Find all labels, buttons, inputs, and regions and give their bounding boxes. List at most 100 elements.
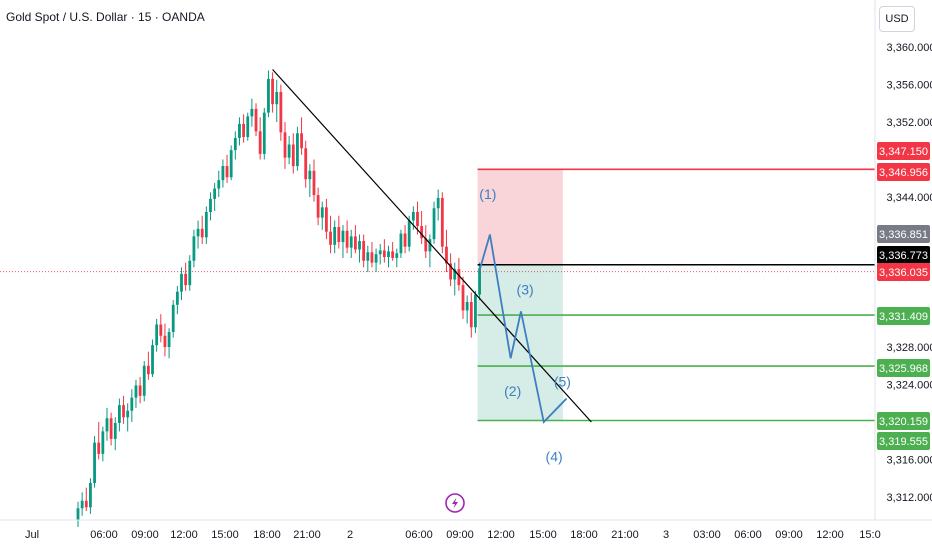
svg-text:3,320.159: 3,320.159: [879, 416, 928, 428]
candle: [217, 170, 221, 197]
candle: [283, 122, 287, 169]
time-tick-label: 03:00: [693, 529, 721, 541]
candle: [225, 154, 229, 183]
price-axis[interactable]: 3,360.000 3,356.000 3,352.000 3,344.000 3,32…: [887, 42, 932, 504]
lightning-icon[interactable]: [445, 493, 465, 513]
candle: [296, 126, 299, 171]
candle: [254, 103, 258, 137]
wave-label: (1): [479, 186, 496, 202]
candle: [262, 107, 266, 160]
candle: [84, 487, 88, 512]
time-axis[interactable]: Jul 06:00 09:00 12:00 15:00 18:00 21:00 2 06:00 0…: [25, 529, 881, 541]
candle: [138, 377, 142, 404]
time-tick-label: 18:00: [570, 529, 598, 541]
candle: [196, 220, 200, 249]
candle: [146, 351, 150, 380]
candle: [122, 395, 125, 424]
candle: [349, 229, 353, 258]
candle: [461, 276, 465, 319]
svg-text:3,336.851: 3,336.851: [879, 229, 928, 241]
candle: [171, 300, 175, 338]
wave-path[interactable]: [478, 234, 568, 424]
time-tick-label: 2: [347, 529, 353, 541]
price-tick-label: 3,360.000: [887, 42, 932, 54]
candle: [387, 245, 390, 268]
candle: [407, 215, 411, 252]
candle: [80, 492, 84, 516]
time-tick-label: 3: [663, 529, 669, 541]
candle: [97, 422, 101, 460]
time-tick-label: 09:00: [446, 529, 474, 541]
candle: [279, 84, 283, 141]
candle: [93, 436, 96, 488]
time-tick-label: 09:00: [131, 529, 159, 541]
svg-text:3,347.150: 3,347.150: [879, 146, 928, 158]
svg-text:3,319.555: 3,319.555: [879, 436, 928, 448]
time-tick-label: 09:00: [775, 529, 803, 541]
price-tag: 3,336.851: [877, 225, 930, 243]
candle: [275, 79, 279, 122]
stop-loss-zone[interactable]: [477, 169, 563, 265]
price-labels: 3,347.150 3,346.956 3,336.851 3,336.773 3,33…: [877, 142, 930, 450]
candle: [130, 389, 134, 422]
candle: [403, 225, 407, 254]
price-tag: 3,320.159: [877, 412, 930, 430]
candle: [126, 403, 130, 432]
candle: [242, 114, 245, 143]
candle: [345, 220, 349, 254]
wave-label: (4): [546, 448, 563, 464]
trend-line[interactable]: [272, 69, 592, 423]
price-tag: 3,331.409: [877, 307, 930, 325]
price-tick-label: 3,352.000: [887, 117, 932, 129]
currency-button[interactable]: USD: [879, 6, 915, 32]
candle: [316, 187, 320, 226]
price-tag: 3,347.150: [877, 142, 930, 160]
time-tick-label: 12:00: [170, 529, 198, 541]
time-tick-label: 15:00: [529, 529, 557, 541]
candle: [453, 262, 457, 296]
price-tick-label: 3,316.000: [887, 455, 932, 467]
candle: [436, 189, 440, 221]
candle: [370, 242, 374, 268]
candle: [109, 412, 113, 446]
candle: [271, 72, 274, 113]
candle: [184, 262, 188, 291]
price-tag: 3,336.773: [877, 246, 930, 264]
time-tick-label: 18:00: [253, 529, 281, 541]
candle: [175, 286, 179, 315]
wave-annotations: (1) (2) (3) (4) (5): [479, 186, 571, 465]
price-tick-label: 3,324.000: [887, 380, 932, 392]
candle: [155, 318, 159, 352]
price-tag: 3,319.555: [877, 432, 930, 450]
candle: [200, 215, 204, 244]
candle: [287, 136, 291, 165]
candle: [76, 501, 80, 527]
candle: [428, 234, 432, 268]
time-tick-label: 12:00: [487, 529, 515, 541]
candle: [424, 225, 428, 258]
candle: [333, 220, 337, 254]
svg-text:3,325.968: 3,325.968: [879, 363, 928, 375]
price-tag: 3,336.035: [877, 263, 930, 281]
time-tick-label: Jul: [25, 529, 39, 541]
candle: [445, 229, 448, 272]
candle: [300, 117, 303, 155]
candle: [180, 267, 183, 301]
price-tick-label: 3,344.000: [887, 192, 932, 204]
candle: [304, 140, 308, 188]
time-tick-label: 06:00: [405, 529, 433, 541]
candle: [118, 398, 121, 432]
candle: [105, 407, 109, 441]
price-tag: 3,325.968: [877, 359, 930, 377]
candle: [395, 248, 399, 268]
candle: [420, 211, 424, 244]
time-tick-label: 15:00: [211, 529, 239, 541]
candle: [209, 192, 212, 221]
svg-text:3,336.035: 3,336.035: [879, 267, 928, 279]
candle: [440, 192, 444, 254]
candle: [192, 229, 196, 268]
candle: [391, 242, 395, 261]
time-tick-label: 06:00: [90, 529, 118, 541]
